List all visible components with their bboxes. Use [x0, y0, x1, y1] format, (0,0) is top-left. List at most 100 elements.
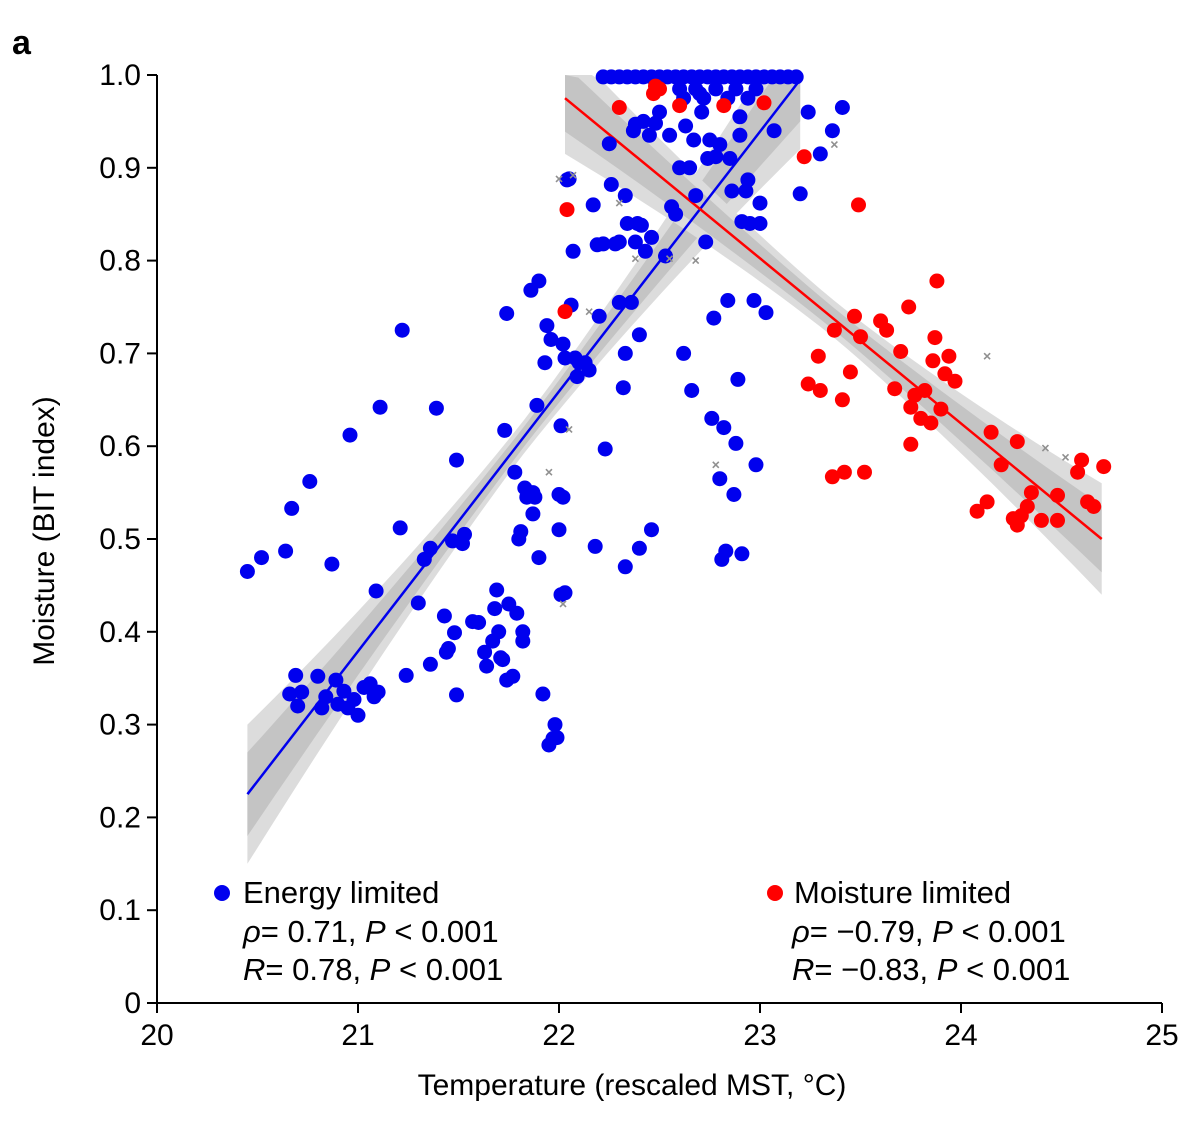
y-tick-label: 0 [124, 987, 141, 1020]
x-tick-label: 20 [140, 1019, 173, 1052]
energy-point [422, 656, 438, 672]
energy-point [479, 658, 495, 674]
energy-point [555, 336, 571, 352]
energy-point [668, 206, 684, 222]
fit-line-moisture [564, 97, 1103, 540]
excluded-point [665, 255, 674, 263]
energy-point [758, 305, 774, 321]
energy-point [555, 489, 571, 505]
moisture-point [847, 308, 862, 324]
moisture-point [824, 469, 840, 485]
moisture-point [1009, 434, 1025, 450]
energy-point [824, 123, 840, 139]
energy-point [324, 556, 340, 572]
energy-point [615, 380, 631, 396]
energy-point [652, 104, 667, 120]
rho-value: = 0.71, [261, 914, 365, 949]
moisture-point [1050, 487, 1065, 503]
legend-stats-rho-moisture: ρ= −0.79, P < 0.001 [791, 914, 1066, 949]
energy-point [631, 540, 647, 556]
energy-point [641, 127, 657, 143]
energy-point [318, 689, 334, 705]
energy-point [549, 730, 565, 746]
excluded-point [1061, 453, 1070, 461]
legend-moisture: Moisture limited ρ= −0.79, P < 0.001 R= … [767, 875, 1070, 987]
y-tick-label: 0.4 [99, 616, 141, 649]
energy-point [368, 583, 384, 599]
energy-point [728, 435, 744, 451]
moisture-point [1050, 512, 1065, 528]
p-symbol: P [370, 952, 391, 987]
moisture-point [1074, 452, 1090, 468]
excluded-point [555, 175, 563, 183]
p-value: < 0.001 [957, 952, 1070, 987]
excluded-point [712, 461, 720, 469]
energy-point [471, 615, 487, 630]
x-tick-label: 22 [542, 1019, 575, 1052]
energy-point [708, 149, 724, 165]
panel-label: a [12, 24, 32, 62]
moisture-point [1070, 464, 1086, 480]
energy-point [617, 345, 633, 361]
excluded-point [631, 255, 639, 263]
energy-point [310, 668, 326, 684]
energy-point [752, 216, 768, 231]
moisture-point [917, 383, 933, 398]
r-symbol: R [792, 952, 814, 987]
energy-point [595, 236, 611, 252]
y-axis-label: Moisture (BIT index) [28, 396, 61, 666]
moisture-point [983, 424, 999, 440]
energy-point [676, 345, 692, 361]
p-value: < 0.001 [953, 914, 1066, 949]
rho-symbol: ρ [242, 914, 261, 949]
energy-point [557, 585, 573, 601]
energy-point [738, 183, 754, 199]
confidence-bands [247, 75, 1102, 864]
energy-point [718, 543, 734, 559]
legend-marker-energy [214, 885, 230, 901]
energy-point [732, 127, 748, 143]
energy-point [342, 427, 358, 443]
moisture-point [879, 322, 895, 338]
energy-point [730, 371, 746, 387]
excluded-point [565, 425, 573, 434]
moisture-point [941, 348, 957, 364]
energy-point [302, 474, 318, 489]
excluded-point [559, 600, 567, 608]
legend-label-moisture: Moisture limited [794, 875, 1011, 910]
energy-point [328, 672, 344, 688]
energy-point [370, 684, 386, 700]
moisture-point [672, 98, 688, 114]
energy-point [587, 538, 603, 554]
energy-point [792, 186, 808, 202]
energy-point [644, 522, 659, 538]
axes: 20 21 22 23 24 25 0 0.1 0.2 0.3 0.4 0.5 0.6 0.7 0.8 0.9… [99, 59, 1178, 1052]
energy-point [535, 686, 551, 702]
rho-symbol: ρ [791, 914, 810, 949]
x-tick-label: 21 [341, 1019, 374, 1052]
y-tick-label: 0.1 [99, 894, 141, 927]
x-tick-label: 25 [1145, 1019, 1178, 1052]
energy-point [748, 457, 764, 473]
moisture-point [903, 436, 919, 452]
moisture-point [611, 100, 627, 115]
p-value: < 0.001 [386, 914, 499, 949]
x-axis-label: Temperature (rescaled MST, °C) [418, 1069, 847, 1102]
energy-point [601, 136, 617, 152]
rho-value: = −0.79, [810, 914, 932, 949]
legend-stats-r-moisture: R= −0.83, P < 0.001 [792, 952, 1070, 987]
energy-point [585, 197, 601, 213]
moisture-point [853, 329, 868, 345]
p-value: < 0.001 [390, 952, 503, 987]
energy-point [726, 487, 742, 502]
moisture-point [947, 373, 963, 389]
y-tick-label: 0.3 [99, 709, 141, 742]
energy-point [495, 652, 511, 668]
fit-line-energy [246, 78, 802, 795]
y-tick-label: 0.7 [99, 337, 141, 370]
y-tick-label: 0.2 [99, 801, 141, 834]
moisture-point [1086, 499, 1102, 514]
excluded-point [830, 141, 838, 149]
legend-stats-r-energy: R= 0.78, P < 0.001 [243, 952, 503, 987]
